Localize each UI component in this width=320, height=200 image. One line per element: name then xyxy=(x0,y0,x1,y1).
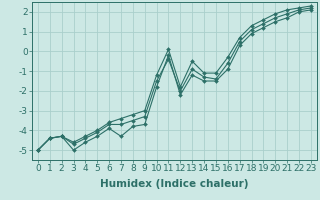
X-axis label: Humidex (Indice chaleur): Humidex (Indice chaleur) xyxy=(100,179,249,189)
